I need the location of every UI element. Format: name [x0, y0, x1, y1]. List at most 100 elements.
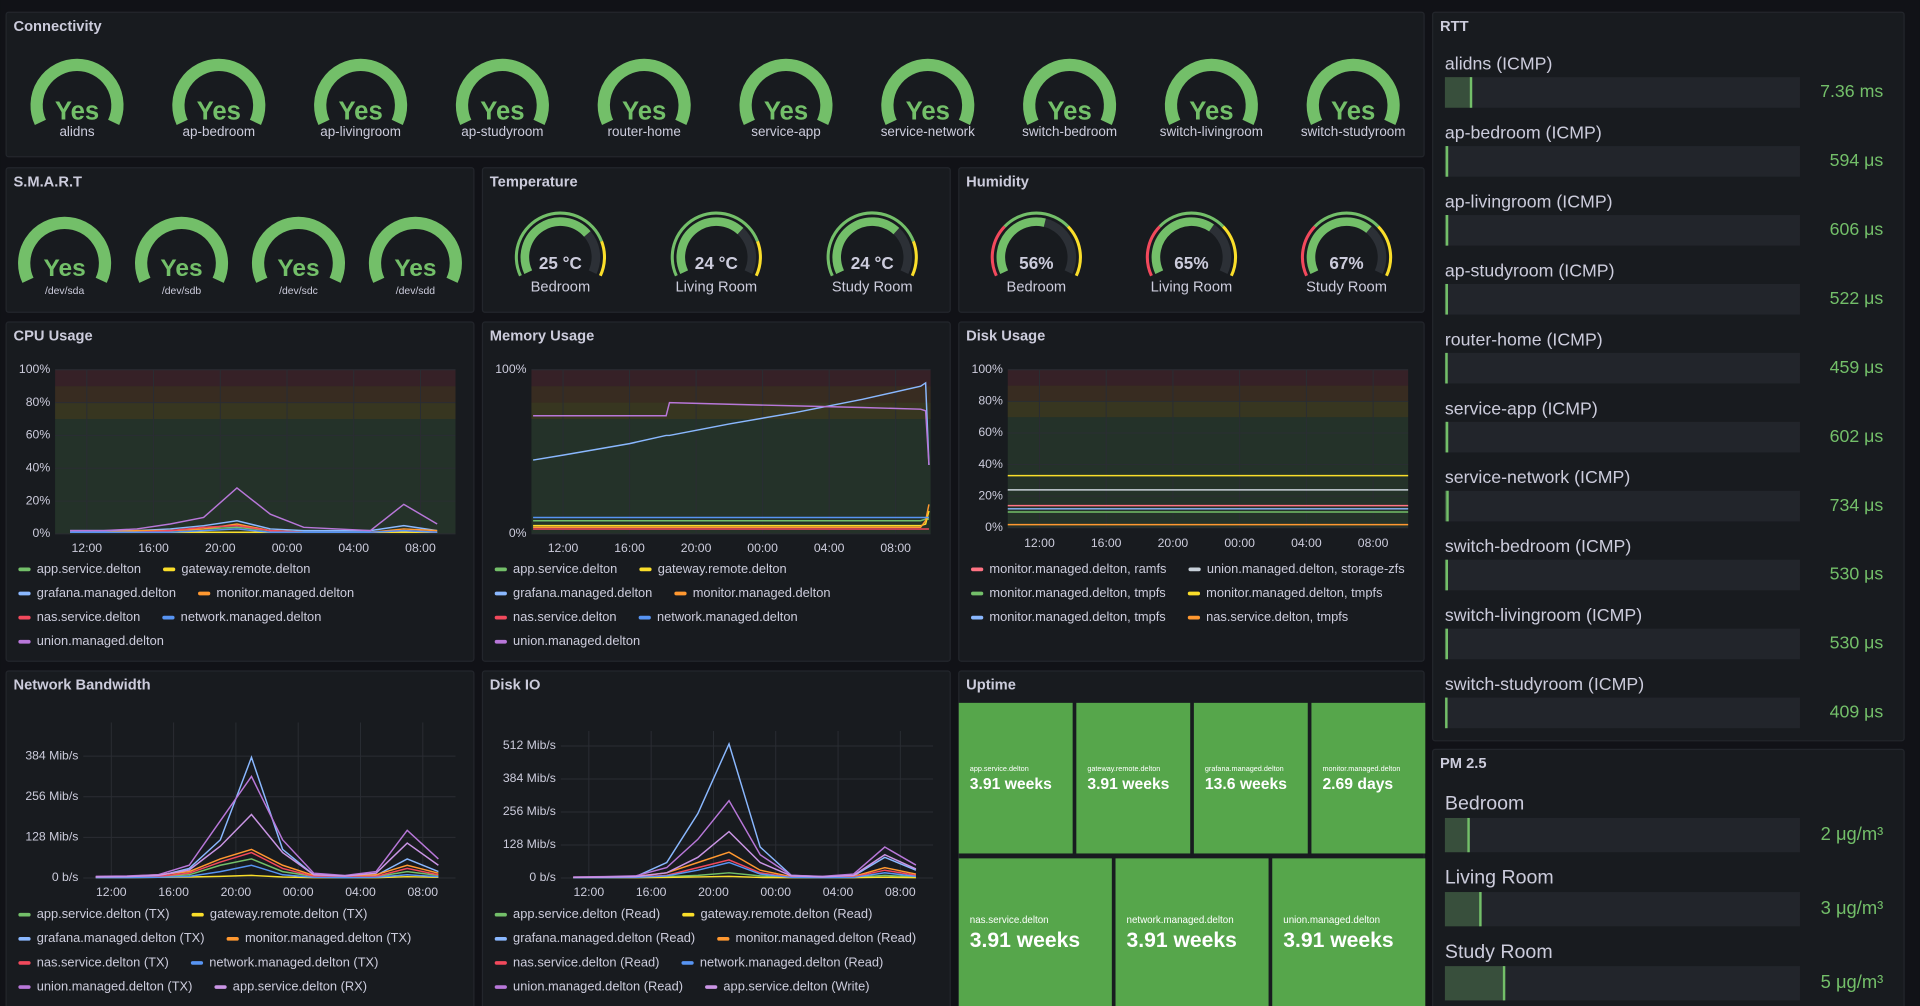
bar-label: Living Room: [1445, 867, 1554, 889]
gauge-value-label: 25 °C: [539, 253, 582, 273]
x-tick-label: 04:00: [823, 885, 854, 899]
y-tick-label: 60%: [978, 425, 1003, 439]
gauge-label: ap-livingroom: [320, 124, 401, 139]
legend-label: monitor.managed.delton, ramfs: [989, 561, 1166, 576]
panel: [481, 670, 951, 1006]
gauge-arc: [18, 216, 112, 283]
gauge-label: switch-livingroom: [1160, 124, 1263, 139]
legend-label: nas.service.delton (Read): [513, 954, 659, 969]
legend-label: gateway.remote.delton: [181, 561, 310, 576]
y-tick-label: 512 Mib/s: [503, 738, 556, 752]
bar-track: [1444, 817, 1800, 853]
threshold-arc: [514, 211, 603, 277]
y-tick-label: 0 b/s: [52, 870, 79, 884]
gauge-value: [520, 217, 591, 274]
bar-edge: [1445, 697, 1448, 729]
y-tick-label: 100%: [19, 362, 50, 376]
x-tick-label: 20:00: [205, 541, 236, 555]
bar-edge: [1445, 559, 1449, 591]
x-tick-label: 08:00: [407, 885, 438, 899]
gauge-arc: [1023, 58, 1117, 125]
uptime-value: 3.91 weeks: [1283, 929, 1393, 952]
gauge-label: service-network: [881, 124, 975, 139]
legend-swatch: [494, 936, 507, 941]
x-tick-label: 00:00: [760, 885, 791, 899]
gauge-arc: [251, 216, 345, 283]
bar-edge: [1445, 352, 1448, 384]
x-tick-label: 16:00: [636, 885, 667, 899]
threshold-band: [55, 386, 456, 403]
x-tick-label: 16:00: [138, 541, 169, 555]
gauge-label: /dev/sda: [45, 286, 85, 297]
threshold-arc: [1066, 225, 1082, 277]
gauge-status: Yes: [338, 97, 382, 125]
gauge-status: Yes: [160, 255, 202, 282]
bar-value: 459 μs: [1830, 357, 1884, 377]
gauge-status: Yes: [622, 97, 666, 125]
threshold-arc: [1313, 211, 1380, 228]
gauge-label: ap-studyroom: [461, 124, 543, 139]
gauge-label: router-home: [608, 124, 681, 139]
uptime-value: 3.91 weeks: [1127, 929, 1237, 952]
threshold-band: [1007, 417, 1409, 528]
bar-value: 409 μs: [1830, 702, 1884, 722]
uptime-value: 3.91 weeks: [970, 776, 1052, 793]
panel-title: Disk IO: [490, 678, 541, 694]
y-tick-label: 20%: [26, 493, 51, 507]
legend-swatch: [162, 615, 175, 620]
bar-track: [1444, 77, 1800, 108]
legend-label: app.service.delton (TX): [37, 906, 170, 921]
uptime-tile: [1193, 702, 1308, 854]
uptime-tile: [1311, 702, 1426, 854]
x-tick-label: 04:00: [1291, 536, 1322, 550]
bar-edge: [1446, 490, 1449, 522]
legend-label: network.managed.delton: [657, 609, 798, 624]
gauge-value-label: 24 °C: [851, 253, 894, 273]
series-line: [95, 864, 439, 879]
series-line: [532, 381, 930, 465]
legend-label: app.service.delton: [513, 561, 617, 576]
legend-swatch: [971, 615, 984, 620]
panel-title: CPU Usage: [13, 329, 92, 345]
bar-value: 530 μs: [1830, 564, 1884, 584]
gauge-label: switch-studyroom: [1301, 124, 1406, 139]
bar-track: [1444, 892, 1800, 927]
gauge-label: service-app: [751, 124, 821, 139]
bar-label: Bedroom: [1445, 793, 1524, 815]
y-tick-label: 80%: [26, 395, 51, 409]
threshold-arc: [1145, 225, 1161, 277]
legend-label: gateway.remote.delton (Read): [701, 906, 873, 921]
threshold-band: [531, 402, 931, 420]
uptime-tile: [1115, 858, 1269, 1006]
panel: [5, 321, 475, 662]
bar-fill: [1444, 817, 1469, 853]
panel-title: PM 2.5: [1440, 756, 1487, 772]
uptime-tile: [1272, 858, 1426, 1006]
legend-label: monitor.managed.delton: [693, 585, 831, 600]
legend-swatch: [494, 961, 507, 965]
bar-label: service-network (ICMP): [1445, 467, 1630, 487]
legend-label: monitor.managed.delton, tmpfs: [1206, 585, 1382, 600]
y-tick-label: 256 Mib/s: [25, 789, 78, 803]
y-tick-label: 256 Mib/s: [503, 804, 556, 818]
x-tick-label: 12:00: [548, 541, 579, 555]
uptime-name: union.managed.delton: [1283, 915, 1380, 926]
bar-label: router-home (ICMP): [1445, 329, 1603, 349]
gauge-status: Yes: [1047, 97, 1091, 125]
legend-label: network.managed.delton: [181, 609, 322, 624]
x-tick-label: 16:00: [614, 541, 645, 555]
y-tick-label: 40%: [26, 460, 51, 474]
bar-edge: [1479, 892, 1482, 927]
legend-swatch: [18, 615, 31, 620]
panel-title: Humidity: [966, 174, 1030, 190]
legend-label: network.managed.delton (Read): [700, 954, 884, 969]
uptime-value: 3.91 weeks: [970, 929, 1080, 952]
uptime-name: grafana.managed.delton: [1205, 764, 1284, 773]
gauge-status: Yes: [394, 255, 436, 282]
threshold-arc: [598, 240, 607, 277]
x-tick-label: 16:00: [1091, 536, 1122, 550]
legend-label: nas.service.delton: [37, 609, 141, 624]
bar-fill: [1444, 77, 1472, 108]
gauge-status: Yes: [55, 97, 99, 125]
